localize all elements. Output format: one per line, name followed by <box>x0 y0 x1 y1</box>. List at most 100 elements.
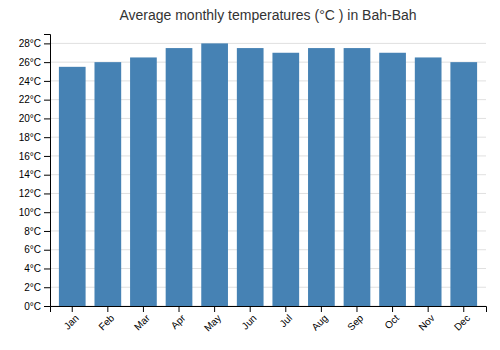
axis-line <box>51 307 487 313</box>
tick: 18°C <box>19 132 50 143</box>
tick-label: Aug <box>310 312 330 332</box>
tick: 12°C <box>19 188 50 199</box>
bar <box>272 53 299 306</box>
tick: 26°C <box>19 57 50 68</box>
tick: 16°C <box>19 151 50 162</box>
tick-mark <box>214 306 215 312</box>
tick: 22°C <box>19 94 50 105</box>
tick: 14°C <box>19 169 50 180</box>
tick-mark <box>44 250 50 251</box>
tick-mark <box>44 175 50 176</box>
tick: 20°C <box>19 113 50 124</box>
tick: Jul <box>277 306 294 329</box>
tick-label: 26°C <box>19 57 41 68</box>
bar <box>344 48 371 306</box>
chart: 0°C 2°C 4°C 6°C 8°C 10°C 12°C 14°C 16°C 18°C 20°C 2… <box>0 0 500 350</box>
tick-label: 4°C <box>24 263 41 274</box>
tick-mark <box>250 306 251 312</box>
bar <box>94 62 121 306</box>
tick-label: 22°C <box>19 94 41 105</box>
tick-label: Jun <box>240 312 259 331</box>
tick-mark <box>44 193 50 194</box>
tick: Oct <box>382 306 401 331</box>
tick-label: Jul <box>277 312 294 329</box>
tick-label: 0°C <box>24 301 41 312</box>
bar <box>130 57 157 306</box>
bar <box>379 53 406 306</box>
tick: Nov <box>416 306 436 333</box>
tick: Jun <box>240 306 259 332</box>
tick-label: 12°C <box>19 188 41 199</box>
tick: 0°C <box>24 301 50 312</box>
tick-label: Mar <box>132 312 152 332</box>
tick-mark <box>44 100 50 101</box>
title: Average monthly temperatures (°C ) in Ba… <box>119 7 416 23</box>
tick-mark <box>44 137 50 138</box>
tick-mark <box>285 306 286 312</box>
bar <box>201 43 228 306</box>
tick-label: 14°C <box>19 169 41 180</box>
tick-label: Sep <box>345 312 366 333</box>
tick-label: Feb <box>96 312 116 332</box>
tick-mark <box>107 306 108 312</box>
tick-label: 28°C <box>19 38 41 49</box>
tick: 24°C <box>19 76 50 87</box>
tick-label: May <box>202 312 223 333</box>
tick-mark <box>392 306 393 312</box>
tick-mark <box>44 212 50 213</box>
tick-mark <box>44 287 50 288</box>
axis-line <box>44 35 51 307</box>
tick: Feb <box>96 306 116 332</box>
tick: Apr <box>169 306 188 331</box>
x-axis: Jan Feb Mar Apr May Jun Jul Aug Sep Oct Nov Dec <box>51 306 487 334</box>
tick-mark <box>44 156 50 157</box>
tick-label: Apr <box>169 312 188 331</box>
tick-label: 16°C <box>19 151 41 162</box>
plot: 0°C 2°C 4°C 6°C 8°C 10°C 12°C 14°C 16°C 18°C 20°C 2… <box>19 35 487 334</box>
tick: 2°C <box>24 282 50 293</box>
tick-mark <box>72 306 73 312</box>
tick-mark <box>463 306 464 312</box>
tick: 10°C <box>19 207 50 218</box>
tick-label: Dec <box>452 312 472 332</box>
tick-mark <box>44 43 50 44</box>
bar <box>308 48 335 306</box>
bar <box>237 48 264 306</box>
tick-label: 24°C <box>19 76 41 87</box>
tick: Dec <box>452 306 472 333</box>
bar <box>450 62 477 306</box>
grid <box>50 43 486 306</box>
tick-mark <box>143 306 144 312</box>
bars <box>59 43 477 306</box>
tick-mark <box>44 306 50 307</box>
tick: Mar <box>132 306 152 332</box>
grid-line <box>50 43 486 44</box>
tick-label: Oct <box>382 312 401 331</box>
tick-mark <box>356 306 357 312</box>
tick: 6°C <box>24 244 50 255</box>
tick-mark <box>428 306 429 312</box>
tick-label: 10°C <box>19 207 41 218</box>
tick-label: Jan <box>62 312 81 331</box>
bar <box>166 48 193 306</box>
tick-mark <box>321 306 322 312</box>
tick: 4°C <box>24 263 50 274</box>
tick-mark <box>44 268 50 269</box>
tick: Sep <box>345 306 366 333</box>
tick: 28°C <box>19 38 50 49</box>
tick-label: 2°C <box>24 282 41 293</box>
tick-mark <box>44 231 50 232</box>
tick-mark <box>44 81 50 82</box>
tick-mark <box>44 118 50 119</box>
tick-label: 20°C <box>19 113 41 124</box>
bar <box>415 57 442 306</box>
tick-mark <box>179 306 180 312</box>
tick: 8°C <box>24 226 50 237</box>
bar <box>59 67 86 306</box>
tick: Aug <box>310 306 330 333</box>
tick-label: 6°C <box>24 244 41 255</box>
tick-label: Nov <box>416 312 436 332</box>
tick-label: 18°C <box>19 132 41 143</box>
tick: May <box>202 306 223 334</box>
tick-label: 8°C <box>24 226 41 237</box>
